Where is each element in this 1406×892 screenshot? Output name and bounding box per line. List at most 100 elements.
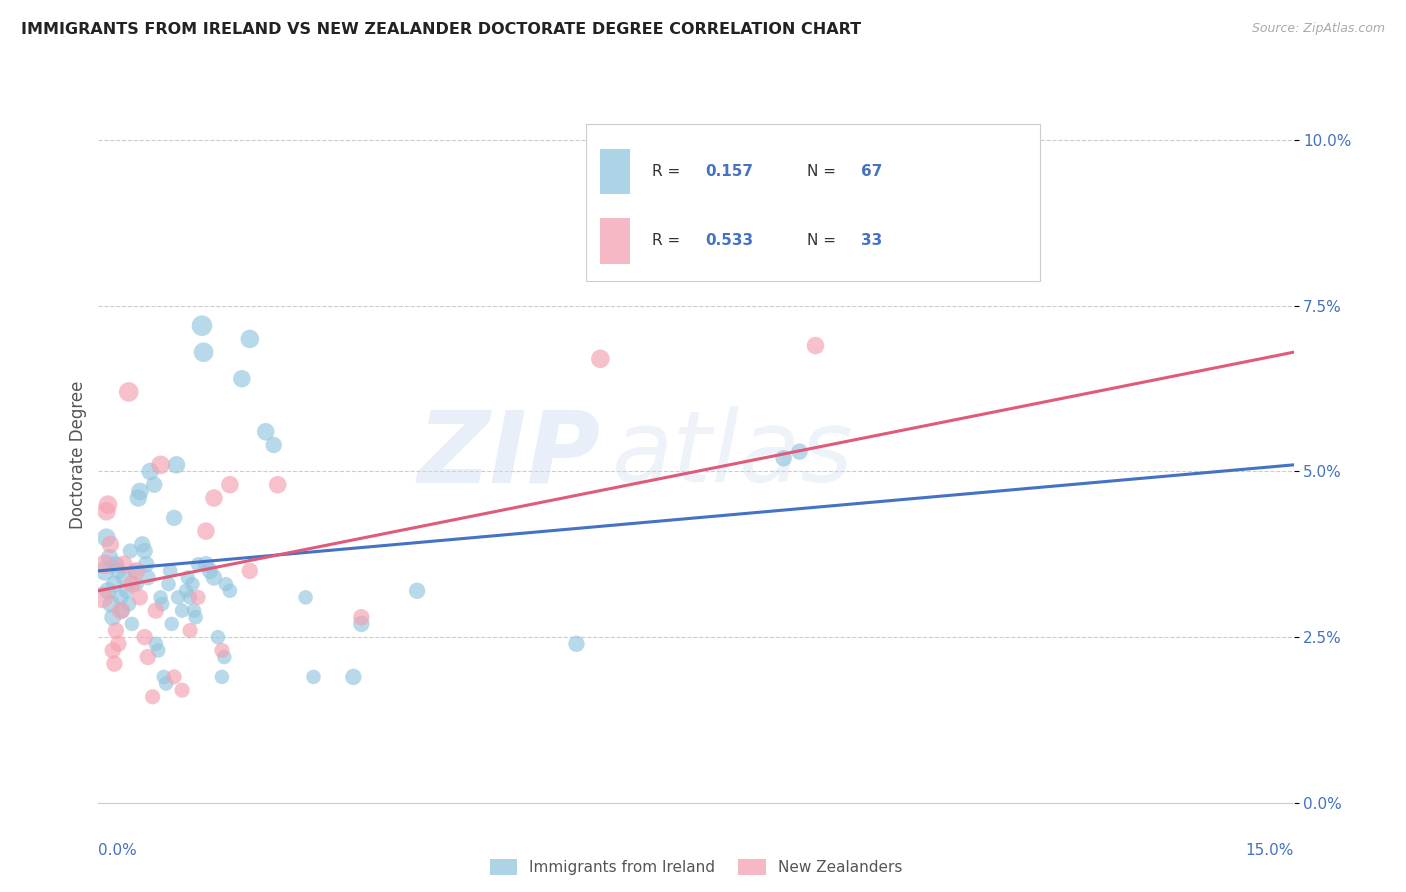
Point bbox=[98, 537, 122, 551]
Point bbox=[219, 477, 242, 491]
Point bbox=[181, 577, 204, 591]
Point bbox=[195, 558, 218, 572]
Point bbox=[202, 570, 225, 584]
Point bbox=[267, 477, 290, 491]
Point bbox=[589, 351, 612, 366]
Point bbox=[157, 577, 180, 591]
Text: 0.533: 0.533 bbox=[706, 234, 754, 249]
Point bbox=[100, 597, 122, 611]
Point bbox=[103, 577, 125, 591]
Point bbox=[107, 564, 129, 578]
Text: 0.157: 0.157 bbox=[706, 164, 754, 179]
Point bbox=[187, 558, 209, 572]
Point bbox=[152, 670, 174, 684]
Point bbox=[150, 597, 173, 611]
Point bbox=[176, 570, 198, 584]
Point bbox=[121, 616, 143, 631]
Point bbox=[202, 491, 225, 505]
Point bbox=[104, 624, 127, 638]
Point bbox=[134, 544, 156, 558]
Point bbox=[94, 564, 117, 578]
Point bbox=[179, 591, 201, 605]
Point bbox=[98, 550, 121, 565]
Bar bbox=[600, 149, 630, 194]
Point bbox=[406, 583, 429, 598]
Point bbox=[239, 332, 262, 346]
Point bbox=[91, 591, 114, 605]
Point bbox=[149, 458, 172, 472]
Point bbox=[183, 604, 205, 618]
Point bbox=[198, 564, 221, 578]
Point bbox=[118, 384, 141, 399]
Point bbox=[115, 583, 138, 598]
Point bbox=[772, 451, 794, 466]
Point bbox=[166, 458, 188, 472]
Point bbox=[149, 591, 172, 605]
Point bbox=[124, 564, 146, 578]
Point bbox=[215, 577, 238, 591]
Point bbox=[254, 425, 277, 439]
Point bbox=[302, 670, 325, 684]
Text: N =: N = bbox=[807, 234, 841, 249]
Point bbox=[121, 577, 143, 591]
Point bbox=[294, 591, 316, 605]
Point bbox=[804, 338, 827, 352]
Point bbox=[163, 670, 186, 684]
Point bbox=[160, 616, 183, 631]
Point bbox=[211, 670, 233, 684]
Point bbox=[214, 650, 236, 665]
Point bbox=[134, 630, 156, 644]
Point bbox=[97, 583, 120, 598]
Point bbox=[96, 531, 118, 545]
Point bbox=[110, 604, 132, 618]
Text: 33: 33 bbox=[860, 234, 882, 249]
Point bbox=[207, 630, 229, 644]
Text: ZIP: ZIP bbox=[418, 407, 600, 503]
Point bbox=[112, 558, 135, 572]
Bar bbox=[600, 219, 630, 263]
Point bbox=[118, 597, 141, 611]
Point bbox=[342, 670, 364, 684]
Legend: Immigrants from Ireland, New Zealanders: Immigrants from Ireland, New Zealanders bbox=[489, 859, 903, 875]
Point bbox=[135, 558, 157, 572]
Point bbox=[163, 511, 186, 525]
Point bbox=[195, 524, 218, 538]
Text: R =: R = bbox=[652, 164, 685, 179]
Point bbox=[128, 591, 150, 605]
Text: 15.0%: 15.0% bbox=[1246, 843, 1294, 858]
Point bbox=[184, 610, 207, 624]
Text: 0.0%: 0.0% bbox=[98, 843, 138, 858]
Point bbox=[167, 591, 190, 605]
Text: 67: 67 bbox=[860, 164, 883, 179]
Text: R =: R = bbox=[652, 234, 685, 249]
Point bbox=[145, 604, 167, 618]
Point bbox=[111, 604, 134, 618]
Point bbox=[350, 610, 373, 624]
Text: atlas: atlas bbox=[612, 407, 853, 503]
Point bbox=[125, 564, 148, 578]
Point bbox=[148, 643, 170, 657]
Point bbox=[565, 637, 588, 651]
Point bbox=[219, 583, 242, 598]
Point bbox=[125, 577, 148, 591]
Point bbox=[103, 657, 125, 671]
Y-axis label: Doctorate Degree: Doctorate Degree bbox=[69, 381, 87, 529]
Point bbox=[128, 484, 150, 499]
Point bbox=[239, 564, 262, 578]
Point bbox=[155, 676, 177, 690]
Point bbox=[179, 624, 201, 638]
Point bbox=[136, 650, 159, 665]
Point bbox=[263, 438, 285, 452]
Point bbox=[101, 610, 124, 624]
Point bbox=[139, 465, 162, 479]
Point bbox=[172, 683, 194, 698]
Point bbox=[174, 583, 197, 598]
Point bbox=[193, 345, 215, 359]
FancyBboxPatch shape bbox=[586, 124, 1040, 281]
Point bbox=[120, 544, 142, 558]
Point bbox=[110, 591, 132, 605]
Point bbox=[112, 570, 135, 584]
Point bbox=[136, 570, 159, 584]
Point bbox=[350, 616, 373, 631]
Point bbox=[142, 690, 165, 704]
